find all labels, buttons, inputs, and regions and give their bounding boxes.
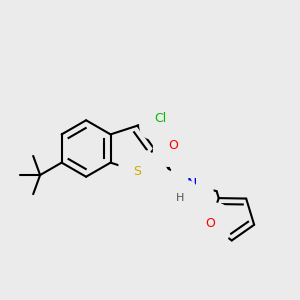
- Text: Cl: Cl: [154, 112, 167, 125]
- Text: H: H: [176, 193, 185, 203]
- Text: S: S: [134, 165, 141, 178]
- Text: O: O: [168, 139, 178, 152]
- Text: N: N: [187, 177, 197, 191]
- Text: O: O: [205, 218, 215, 230]
